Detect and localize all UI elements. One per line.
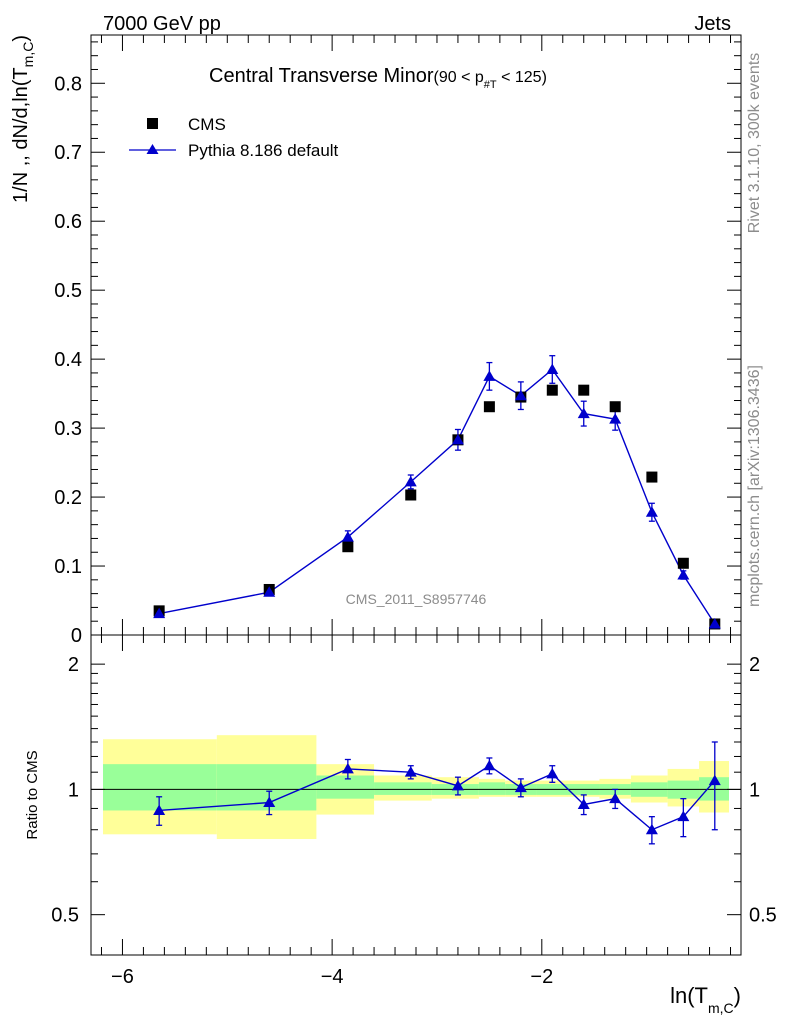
- ratio-tick-label: 2: [68, 654, 79, 676]
- ratio-point: [609, 792, 622, 804]
- ratio-bands: [103, 735, 729, 840]
- rivet-label: Rivet 3.1.10, 300k events: [746, 53, 763, 234]
- pythia-point: [263, 586, 276, 597]
- cms-point: [646, 471, 658, 483]
- ratio-point: [514, 781, 527, 793]
- ratio-point: [263, 796, 276, 808]
- ratio-plot: 0.5 0.5 1 1 2 2: [51, 634, 777, 956]
- pythia-point: [341, 531, 354, 542]
- pythia-point: [153, 607, 166, 619]
- ratio-point: [546, 767, 559, 779]
- y-tick-label: 0.8: [54, 73, 82, 95]
- green-band: [374, 782, 432, 795]
- ratio-y-ticks: 0.5 0.5 1 1 2 2: [51, 654, 777, 927]
- green-band: [316, 775, 375, 799]
- ratio-tick-label-right: 0.5: [749, 905, 777, 927]
- y-tick-label: 0.1: [54, 556, 82, 578]
- x-axis-label-sub: m,C: [708, 1000, 734, 1016]
- main-y-ticks: 0 0.1 0.2 0.3 0.4 0.5 0.6 0.7 0.8: [54, 41, 741, 647]
- ratio-y-axis-label: Ratio to CMS: [24, 750, 41, 839]
- ratio-tick-label: 0.5: [51, 905, 79, 927]
- pythia-point: [451, 433, 464, 445]
- chart-title-cut: (90 < p: [434, 69, 484, 86]
- analysis-watermark: CMS_2011_S8957746: [346, 591, 487, 607]
- x-tick-label: −4: [321, 966, 344, 988]
- chart-title-main: Central Transverse Minor: [209, 65, 434, 87]
- y-tick-label: 0.2: [54, 487, 82, 509]
- y-tick-label: 0.3: [54, 418, 82, 440]
- y-tick-label: 0.4: [54, 349, 82, 371]
- ratio-tick-label-right: 1: [749, 779, 760, 801]
- y-tick-label: 0.5: [54, 280, 82, 302]
- legend-cms-label: CMS: [188, 115, 226, 134]
- cms-point: [405, 489, 417, 501]
- cms-point: [546, 384, 558, 396]
- pythia-point: [404, 475, 417, 487]
- legend-cms-marker: [147, 118, 158, 129]
- cms-point: [677, 557, 689, 569]
- pythia-point: [708, 617, 721, 629]
- pythia-point: [546, 363, 559, 374]
- ratio-tick-label: 1: [68, 779, 79, 801]
- pythia-point: [609, 413, 622, 424]
- ratio-point: [153, 804, 166, 815]
- chart-title-cut-end: < 125): [497, 69, 547, 86]
- ratio-point: [677, 810, 690, 822]
- x-tick-label: −6: [111, 966, 134, 988]
- y-tick-label: 0.6: [54, 211, 82, 233]
- x-tick-label: −2: [530, 966, 553, 988]
- ratio-point: [708, 774, 721, 786]
- ratio-tick-label-right: 2: [749, 654, 760, 676]
- pythia-point: [577, 407, 590, 419]
- ratio-point: [341, 762, 354, 774]
- chart-title: Central Transverse Minor(90 < p#T < 125): [209, 65, 547, 91]
- green-band: [478, 782, 506, 795]
- x-tick-labels: −6 −4 −2: [111, 966, 553, 988]
- green-band: [103, 764, 217, 811]
- y-tick-label: 0: [71, 625, 82, 647]
- cms-point: [609, 401, 621, 413]
- ratio-point: [645, 823, 658, 835]
- y-axis-label-end: ): [10, 35, 32, 42]
- x-axis-label: ln(Tm,C): [670, 983, 741, 1016]
- main-plot: 0 0.1 0.2 0.3 0.4 0.5 0.6 0.7 0.8 Central Transv…: [54, 34, 742, 647]
- cms-point: [578, 384, 590, 396]
- y-axis-label: 1/N ,, dN/d,ln(Tm,C): [10, 35, 36, 203]
- pythia-point: [483, 370, 496, 381]
- y-axis-label-main: 1/N ,, dN/d,ln(T: [10, 67, 32, 203]
- main-data: [153, 355, 721, 630]
- category-label: Jets: [694, 13, 731, 35]
- y-tick-label: 0.7: [54, 142, 82, 164]
- mcplots-label: mcplots.cern.ch [arXiv:1306.3436]: [746, 365, 763, 607]
- ratio-point: [404, 766, 417, 777]
- green-band: [699, 777, 729, 801]
- cms-point: [342, 541, 354, 553]
- pythia-point: [677, 569, 690, 580]
- ratio-point: [451, 779, 464, 791]
- cms-point: [483, 401, 495, 413]
- pythia-point: [645, 506, 658, 517]
- legend-pythia-label: Pythia 8.186 default: [188, 141, 339, 160]
- y-axis-label-sub: m,C: [20, 42, 36, 68]
- x-axis-label-main: ln(T: [670, 983, 708, 1008]
- energy-label: 7000 GeV pp: [103, 13, 221, 35]
- ratio-point: [483, 759, 496, 771]
- ratio-x-ticks: [100, 635, 732, 955]
- x-axis-label-end: ): [734, 983, 741, 1008]
- pythia-line: [159, 368, 716, 625]
- main-x-ticks: [100, 35, 732, 635]
- legend-pythia-marker: [146, 144, 159, 154]
- chart-title-cut-sub: #T: [484, 79, 497, 91]
- pythia-point: [514, 389, 527, 401]
- ratio-data: [153, 741, 721, 845]
- legend: CMS Pythia 8.186 default: [129, 115, 339, 160]
- ratio-point: [577, 798, 590, 809]
